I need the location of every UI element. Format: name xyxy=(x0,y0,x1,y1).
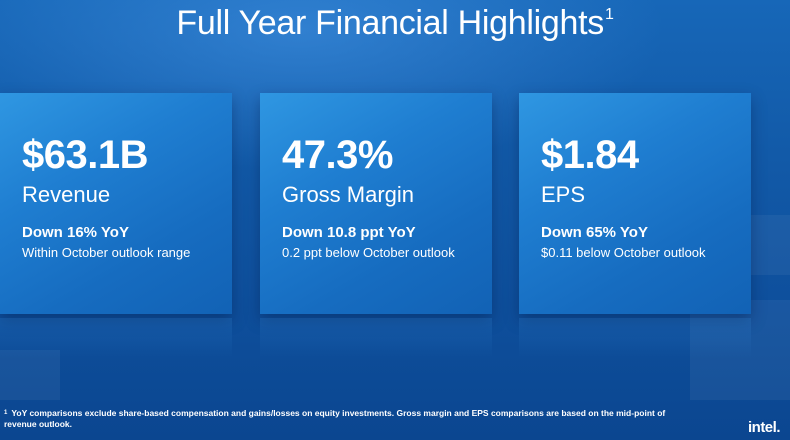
card-note: Within October outlook range xyxy=(22,245,191,260)
revenue-card: $63.1B Revenue Down 16% YoY Within Octob… xyxy=(0,93,232,314)
card-note: 0.2 ppt below October outlook xyxy=(282,245,455,260)
title-footnote-marker: 1 xyxy=(604,6,614,23)
intel-logo: intel. xyxy=(747,419,781,436)
card-reflection xyxy=(519,318,751,358)
card-metric-label: EPS xyxy=(541,182,586,207)
card-value: 47.3% xyxy=(282,133,393,177)
eps-card: $1.84 EPS Down 65% YoY $0.11 below Octob… xyxy=(519,93,751,314)
background-square xyxy=(0,350,60,400)
footnote-marker: 1 xyxy=(4,410,8,416)
gross-margin-card: 47.3% Gross Margin Down 10.8 ppt YoY 0.2… xyxy=(260,93,492,314)
footnote-text: YoY comparisons exclude share-based comp… xyxy=(4,408,666,429)
card-change: Down 10.8 ppt YoY xyxy=(282,224,416,241)
page-title: Full Year Financial Highlights1 xyxy=(0,4,790,43)
page-title-text: Full Year Financial Highlights xyxy=(176,4,604,42)
card-value: $1.84 xyxy=(541,133,639,177)
card-change: Down 16% YoY xyxy=(22,224,129,241)
card-note: $0.11 below October outlook xyxy=(541,245,706,260)
footnote: 1 YoY comparisons exclude share-based com… xyxy=(4,408,694,430)
card-metric-label: Gross Margin xyxy=(282,182,415,207)
card-metric-label: Revenue xyxy=(22,182,111,207)
card-value: $63.1B xyxy=(22,133,148,177)
background-square xyxy=(690,300,790,400)
card-reflection xyxy=(260,318,492,358)
card-change: Down 65% YoY xyxy=(541,224,648,241)
card-reflection xyxy=(0,318,232,358)
background-square xyxy=(745,215,790,275)
